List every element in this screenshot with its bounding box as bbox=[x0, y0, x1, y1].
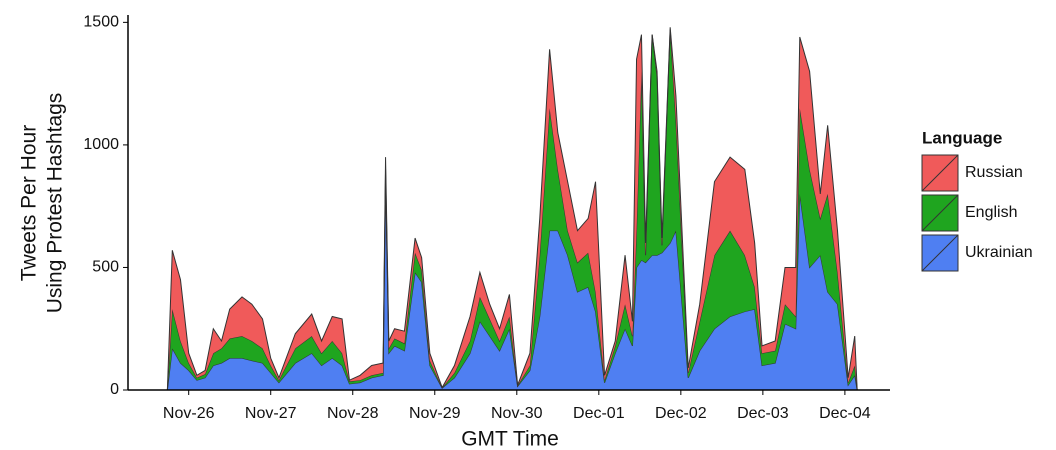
x-tick-label: Dec-03 bbox=[737, 405, 789, 422]
y-tick-label: 1500 bbox=[83, 14, 119, 31]
legend-title: Language bbox=[922, 128, 1002, 147]
x-tick-label: Nov-29 bbox=[409, 405, 461, 422]
x-tick-label: Nov-30 bbox=[491, 405, 543, 422]
y-axis-title: Tweets Per Hour bbox=[18, 125, 41, 281]
x-tick-label: Dec-01 bbox=[573, 405, 625, 422]
legend-key-slash bbox=[921, 234, 959, 272]
x-tick-label: Dec-04 bbox=[819, 405, 871, 422]
legend-label: Ukrainian bbox=[965, 244, 1033, 261]
legend-key-slash bbox=[921, 154, 959, 192]
y-tick-label: 0 bbox=[110, 381, 119, 398]
x-tick-label: Nov-27 bbox=[245, 405, 297, 422]
x-axis-title: GMT Time bbox=[461, 428, 559, 450]
area-edge bbox=[166, 27, 858, 391]
y-axis-title: Using Protest Hashtags bbox=[44, 93, 67, 314]
x-tick-label: Nov-26 bbox=[163, 405, 215, 422]
y-tick-label: 1000 bbox=[83, 136, 119, 153]
legend-label: Russian bbox=[965, 164, 1023, 181]
x-tick-label: Dec-02 bbox=[655, 405, 707, 422]
legend-key-slash bbox=[921, 194, 959, 232]
legend-label: English bbox=[965, 204, 1017, 221]
area bbox=[167, 29, 858, 391]
x-tick-label: Nov-28 bbox=[327, 405, 379, 422]
y-tick-label: 500 bbox=[92, 259, 119, 276]
